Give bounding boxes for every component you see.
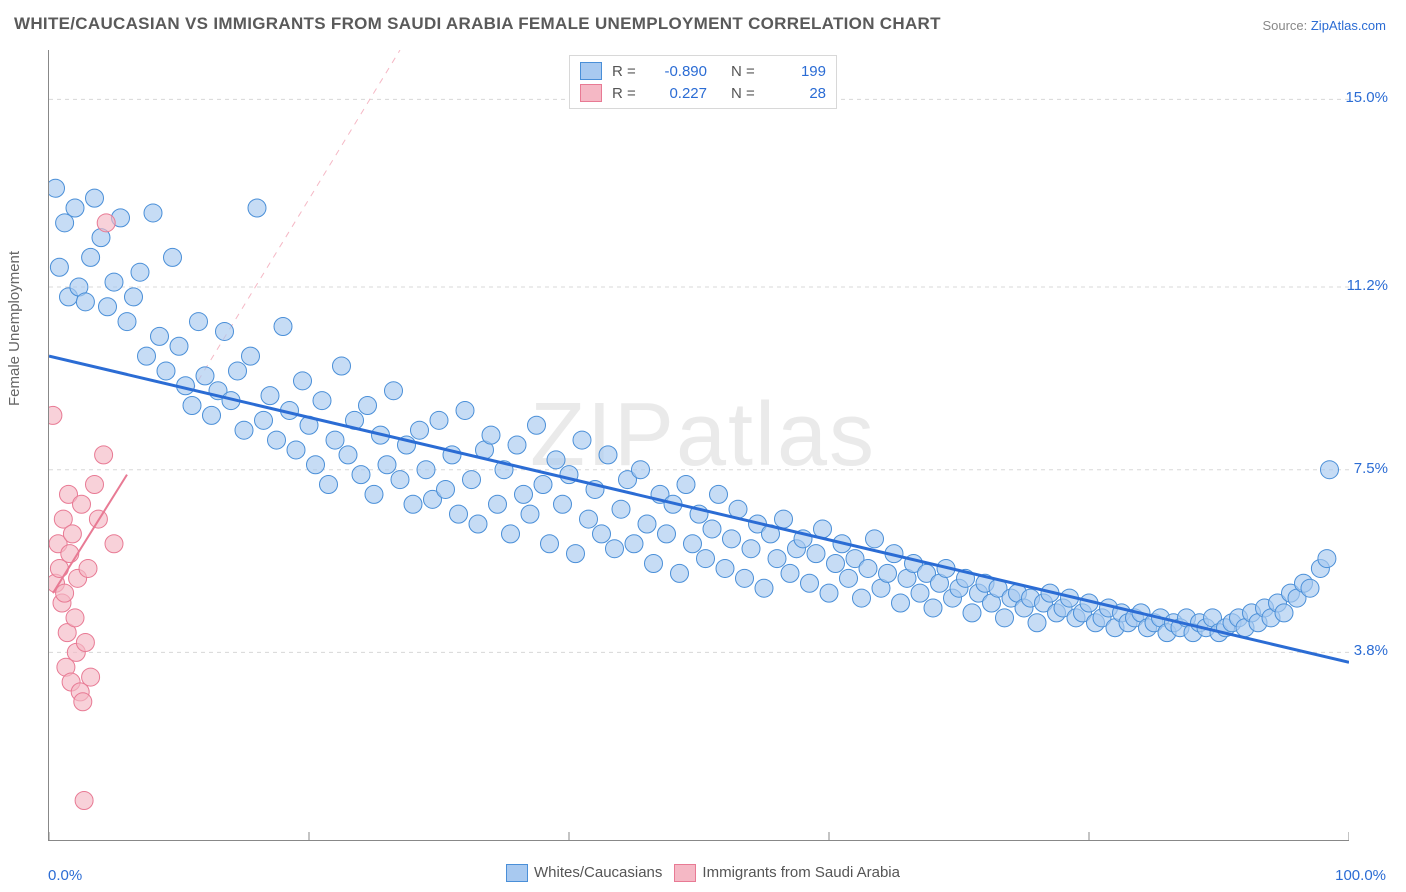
- y-tick-label: 15.0%: [1345, 89, 1388, 106]
- legend-label: Whites/Caucasians: [534, 864, 662, 881]
- source-link[interactable]: ZipAtlas.com: [1311, 18, 1386, 33]
- y-axis-label: Female Unemployment: [6, 251, 23, 406]
- source-label: Source: ZipAtlas.com: [1262, 18, 1386, 33]
- scatter-plot: [48, 50, 1349, 841]
- correlation-legend: R = -0.890 N = 199 R = 0.227 N = 28: [569, 55, 837, 109]
- chart-title: WHITE/CAUCASIAN VS IMMIGRANTS FROM SAUDI…: [14, 14, 941, 34]
- legend-n-label: N =: [731, 85, 761, 102]
- source-prefix: Source:: [1262, 18, 1310, 33]
- legend-r-value: -0.890: [652, 63, 707, 80]
- legend-item: Immigrants from Saudi Arabia: [674, 864, 900, 882]
- legend-n-label: N =: [731, 63, 761, 80]
- x-axis-max: 100.0%: [1335, 867, 1386, 884]
- legend-n-value: 28: [771, 85, 826, 102]
- legend-row: R = 0.227 N = 28: [580, 82, 826, 104]
- y-tick-label: 3.8%: [1354, 642, 1388, 659]
- y-tick-label: 11.2%: [1347, 277, 1388, 294]
- x-axis-min: 0.0%: [48, 867, 82, 884]
- legend-swatch: [580, 84, 602, 102]
- legend-r-label: R =: [612, 63, 642, 80]
- legend-r-value: 0.227: [652, 85, 707, 102]
- legend-n-value: 199: [771, 63, 826, 80]
- legend-label: Immigrants from Saudi Arabia: [702, 864, 900, 881]
- legend-r-label: R =: [612, 85, 642, 102]
- legend-item: Whites/Caucasians: [506, 864, 662, 882]
- legend-swatch: [506, 864, 528, 882]
- legend-swatch: [674, 864, 696, 882]
- legend-swatch: [580, 62, 602, 80]
- legend-row: R = -0.890 N = 199: [580, 60, 826, 82]
- y-tick-label: 7.5%: [1354, 460, 1388, 477]
- series-legend: Whites/Caucasians Immigrants from Saudi A…: [0, 864, 1406, 882]
